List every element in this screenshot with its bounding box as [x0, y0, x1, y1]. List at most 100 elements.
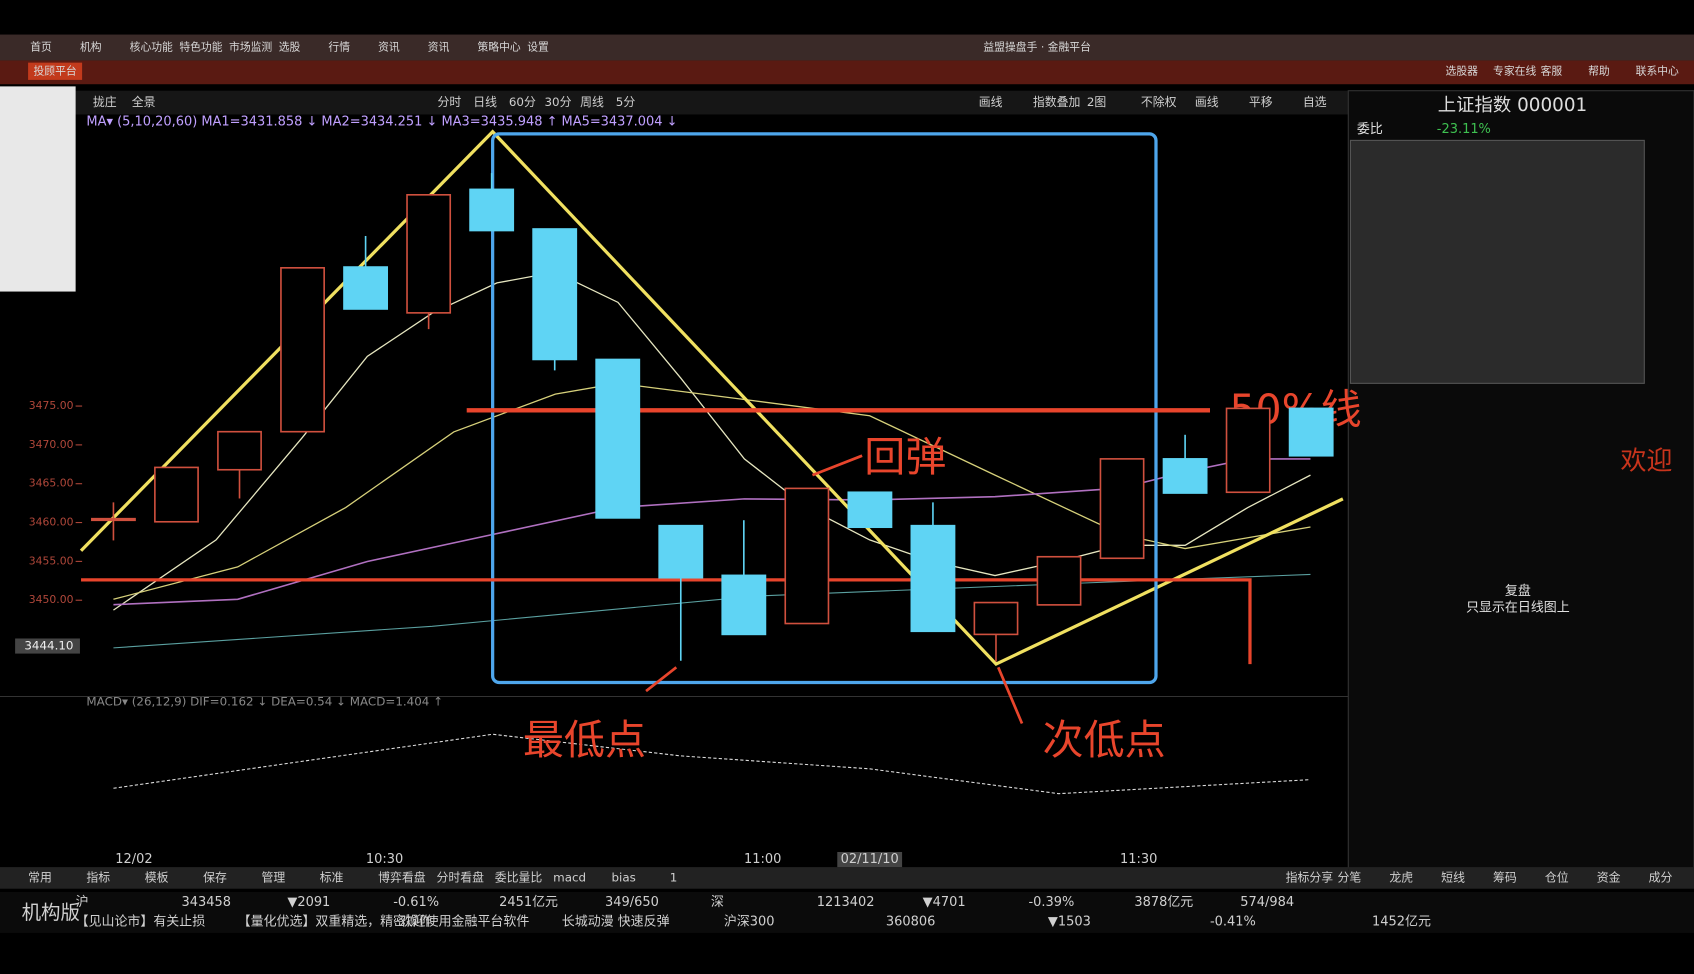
period-tab[interactable]: 5分: [616, 95, 636, 109]
second-lowest-label: 次低点: [1043, 716, 1166, 764]
news-item: 沪深300: [724, 914, 775, 930]
menu-item[interactable]: 市场监测: [229, 40, 272, 54]
toolbar-item[interactable]: 画线: [979, 95, 1003, 109]
right-tab[interactable]: 筹码: [1493, 870, 1517, 884]
ticker-item: -0.61%: [393, 895, 439, 910]
y-tick-label: 3475.00: [29, 399, 74, 412]
bottom-tab[interactable]: 分时看盘: [436, 870, 484, 884]
sub-tab-bg: [28, 62, 83, 80]
right-tab[interactable]: 龙虎: [1389, 870, 1413, 884]
toolbar-item[interactable]: 平移: [1249, 95, 1273, 109]
right-tab[interactable]: 短线: [1441, 870, 1465, 884]
period-tab[interactable]: 周线: [580, 95, 604, 109]
ticker-item: 349/650: [605, 895, 659, 910]
ticker-item: ▼4701: [923, 895, 966, 910]
menu-item[interactable]: 资讯: [378, 41, 400, 54]
y-tick-label: 3470.00: [29, 438, 74, 451]
bottom-tabs: [0, 867, 1349, 889]
period-tab[interactable]: 60分: [509, 95, 536, 109]
bottom-tab[interactable]: 保存: [203, 870, 227, 884]
candle-body: [154, 466, 199, 523]
menu-item[interactable]: 设置: [527, 41, 549, 54]
corner-label: 机构版: [22, 901, 80, 924]
y-tick-label: 3455.00: [29, 554, 74, 567]
toolbar-item[interactable]: 不除权: [1141, 95, 1177, 109]
ticker-item: -0.39%: [1029, 895, 1075, 910]
bottom-tab[interactable]: 管理: [261, 870, 285, 884]
top-link[interactable]: 客服: [1541, 63, 1563, 77]
menu-item[interactable]: 资讯: [428, 41, 450, 54]
top-link[interactable]: 选股器: [1446, 64, 1479, 77]
bottom-tab[interactable]: 1: [670, 870, 678, 884]
menu-item[interactable]: 机构: [80, 40, 102, 54]
bottom-tab[interactable]: macd: [553, 870, 586, 884]
bottom-tab[interactable]: bias: [611, 870, 635, 884]
candle-body: [847, 491, 893, 529]
period-tab[interactable]: 日线: [473, 95, 497, 109]
y-tick-label: 3450.00: [29, 593, 74, 606]
right-tab[interactable]: 分笔: [1337, 870, 1361, 884]
candle-body: [343, 266, 389, 310]
candle-body: [910, 524, 956, 633]
bottom-tab[interactable]: 标准: [320, 870, 344, 884]
toolbar-item[interactable]: 全景: [132, 95, 156, 109]
toolbar-item[interactable]: 2图: [1087, 95, 1106, 109]
candle-body: [1162, 458, 1208, 494]
bottom-tab[interactable]: 常用: [28, 870, 52, 884]
toolbar-item[interactable]: 画线: [1195, 95, 1219, 109]
note-title: 复盘: [1505, 583, 1531, 599]
toolbar-item[interactable]: 自选: [1303, 95, 1327, 109]
toolbar-item[interactable]: 拢庄: [93, 95, 117, 109]
x-label: 02/11/10: [841, 852, 899, 867]
ticker-item: 沪: [76, 894, 89, 910]
last-price-label: 3444.10: [24, 639, 73, 653]
toolbar: [0, 90, 1349, 115]
menu-item[interactable]: 选股: [279, 41, 301, 54]
top-link[interactable]: 联系中心: [1636, 64, 1679, 77]
menu-item[interactable]: 行情: [328, 41, 350, 54]
sub-tab[interactable]: 投顾平台: [33, 63, 76, 77]
panel-label: 委比: [1357, 122, 1383, 137]
menu-item[interactable]: 特色功能: [179, 40, 222, 54]
bottom-tab[interactable]: 模板: [145, 870, 169, 884]
menu-item[interactable]: 核心功能: [130, 40, 173, 54]
bottom-tab[interactable]: 博弈看盘: [378, 870, 426, 884]
x-label: 10:30: [366, 852, 403, 867]
news-item: 【量化优选】双重精选，精密操作: [238, 914, 432, 930]
note: 只显示在日线图上: [1466, 600, 1570, 615]
ma-legend: MA▾ (5,10,20,60) MA1=3431.858 ↓ MA2=3434…: [86, 115, 677, 130]
period-tab[interactable]: 分时: [438, 95, 462, 109]
ticker-item: 3878亿元: [1134, 895, 1193, 910]
right-tab[interactable]: 资金: [1597, 870, 1621, 884]
news-item: 360806: [886, 915, 935, 930]
menu-item[interactable]: 首页: [30, 41, 52, 54]
ticker-item: 2451亿元: [499, 895, 558, 910]
period-tab[interactable]: 30分: [544, 95, 571, 109]
ticker-item: 1213402: [817, 895, 875, 910]
bottom-tab[interactable]: 委比量比: [495, 870, 543, 884]
arrow: [997, 666, 1024, 725]
news-item: 长城动漫 快速反弹: [562, 915, 670, 930]
menu-bar: [0, 34, 1694, 61]
last-price-bg: [15, 638, 80, 654]
panel-title: 上证指数 000001: [1438, 95, 1587, 116]
top-link[interactable]: 专家在线: [1493, 63, 1536, 77]
menu-item[interactable]: 策略中心: [478, 40, 521, 54]
candle-body: [658, 524, 704, 579]
welcome: 欢迎: [1621, 447, 1673, 477]
right-tab[interactable]: 仓位: [1545, 870, 1569, 884]
ticker-item: 574/984: [1240, 895, 1294, 910]
toolbar-item[interactable]: 指数叠加: [1033, 95, 1081, 109]
right-tab[interactable]: 指标分享: [1286, 870, 1334, 884]
candle-body: [406, 194, 452, 314]
top-link[interactable]: 帮助: [1588, 63, 1610, 77]
x-label: 12/02: [115, 852, 152, 867]
y-tick-label: 3465.00: [29, 477, 74, 490]
bottom-tab[interactable]: 指标: [86, 870, 110, 884]
candle-body: [1099, 458, 1145, 560]
line-tools-panel: [1349, 139, 1645, 384]
arrow: [645, 666, 678, 693]
right-tab[interactable]: 成分: [1649, 870, 1673, 884]
